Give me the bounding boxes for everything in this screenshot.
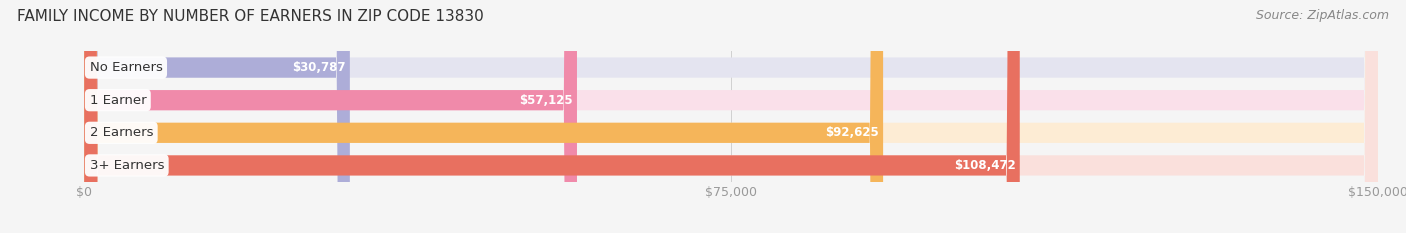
Text: $57,125: $57,125 [519,94,574,107]
FancyBboxPatch shape [84,0,350,233]
Text: 2 Earners: 2 Earners [90,126,153,139]
FancyBboxPatch shape [84,0,1378,233]
Text: $108,472: $108,472 [955,159,1017,172]
Text: 3+ Earners: 3+ Earners [90,159,165,172]
Text: Source: ZipAtlas.com: Source: ZipAtlas.com [1256,9,1389,22]
FancyBboxPatch shape [84,0,1378,233]
FancyBboxPatch shape [84,0,1378,233]
Text: $30,787: $30,787 [292,61,346,74]
Text: No Earners: No Earners [90,61,163,74]
Text: 1 Earner: 1 Earner [90,94,146,107]
FancyBboxPatch shape [84,0,1019,233]
FancyBboxPatch shape [84,0,1378,233]
Text: $92,625: $92,625 [825,126,879,139]
FancyBboxPatch shape [84,0,576,233]
FancyBboxPatch shape [84,0,883,233]
Text: FAMILY INCOME BY NUMBER OF EARNERS IN ZIP CODE 13830: FAMILY INCOME BY NUMBER OF EARNERS IN ZI… [17,9,484,24]
